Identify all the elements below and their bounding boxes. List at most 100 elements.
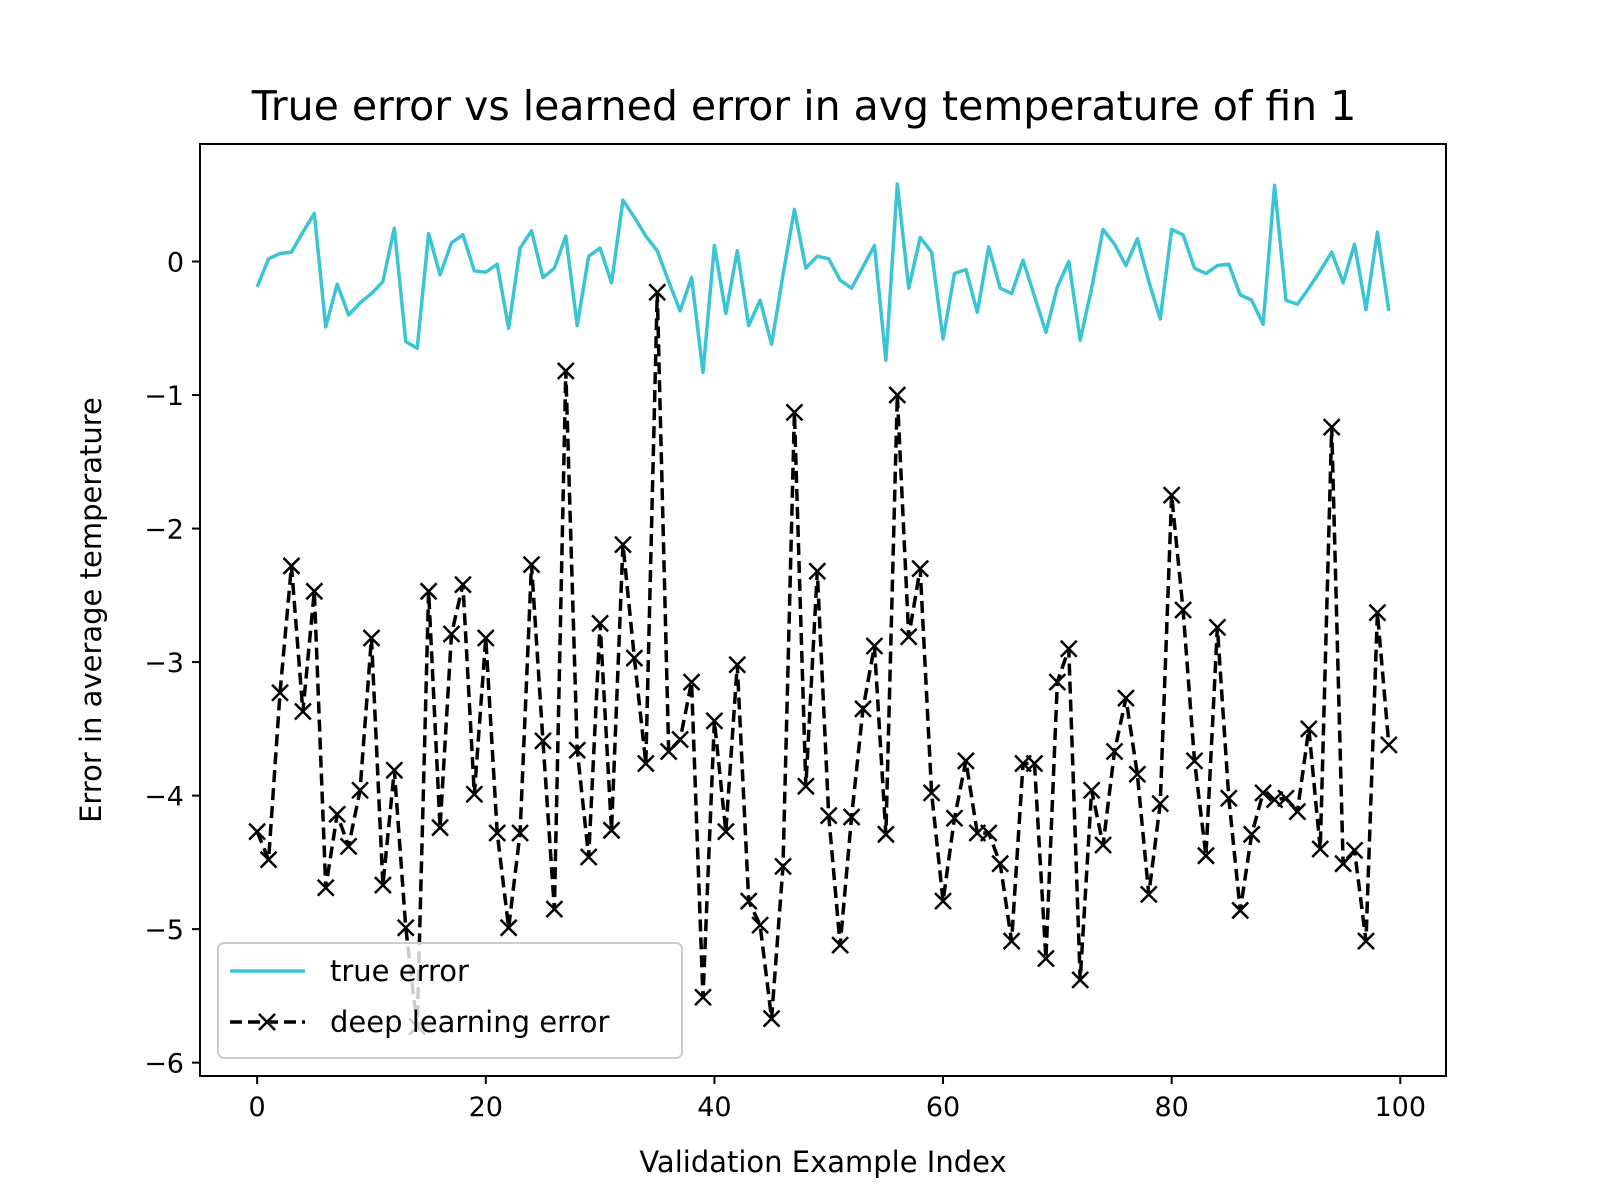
data-point-deep-learning-error [979,824,998,842]
data-point-deep-learning-error [899,627,918,646]
data-point-deep-learning-error [1025,754,1044,773]
data-point-deep-learning-error [945,809,964,828]
y-axis: 0 −1 −2 −3 −4 −5 −6 [144,248,200,1080]
x-tick-label: 80 [1154,1092,1188,1123]
data-point-deep-learning-error [476,629,495,647]
data-point-deep-learning-error [1345,841,1364,860]
y-tick-label: −5 [144,915,184,946]
series-layer [248,182,1398,1036]
legend: true error deep learning error [217,942,683,1059]
y-tick-label: −6 [144,1049,184,1080]
data-point-deep-learning-error [808,562,827,581]
data-point-deep-learning-error [625,649,644,667]
data-point-deep-learning-error [248,822,267,841]
data-point-deep-learning-error [442,625,461,643]
x-tick-label: 0 [249,1092,266,1123]
legend-marker-deep-learning-error [258,1013,276,1031]
data-point-deep-learning-error [1082,781,1101,800]
data-point-deep-learning-error [1368,603,1387,622]
y-tick-label: −1 [144,381,184,412]
data-point-deep-learning-error [819,806,838,825]
data-point-deep-learning-error [1094,836,1112,854]
data-point-deep-learning-error [1277,789,1295,808]
data-point-deep-learning-error [1151,794,1170,813]
y-tick-label: −4 [144,782,184,813]
data-point-deep-learning-error [636,754,655,773]
data-point-deep-learning-error [991,854,1010,873]
data-point-deep-learning-error [282,557,301,575]
data-point-deep-learning-error [1208,618,1227,637]
plot-frame [199,143,1447,1077]
data-point-deep-learning-error [1185,751,1204,770]
data-point-deep-learning-error [488,824,507,842]
data-point-deep-learning-error [1139,885,1158,904]
data-point-deep-learning-error [511,824,529,842]
data-point-deep-learning-error [1219,789,1238,808]
y-tick-label: −3 [144,648,184,679]
data-point-deep-learning-error [499,918,518,937]
data-point-deep-learning-error [728,655,747,674]
data-point-deep-learning-error [1334,854,1353,873]
data-point-deep-learning-error [842,808,861,826]
data-point-deep-learning-error [922,784,941,802]
y-tick-label: 0 [167,248,184,279]
x-tick-label: 60 [926,1092,960,1123]
data-point-deep-learning-error [362,629,381,647]
data-point-deep-learning-error [339,837,358,856]
data-point-deep-learning-error [1174,601,1192,619]
data-point-deep-learning-error [1357,932,1375,951]
data-point-deep-learning-error [876,825,895,844]
legend-box [217,942,683,1059]
chart-title: True error vs learned error in avg tempe… [251,82,1357,130]
data-point-deep-learning-error [1379,735,1398,754]
data-point-deep-learning-error [293,702,312,721]
data-point-deep-learning-error [534,731,552,750]
data-point-deep-learning-error [1299,719,1318,738]
data-point-deep-learning-error [934,892,952,910]
x-axis-label: Validation Example Index [639,1145,1006,1179]
data-point-deep-learning-error [419,582,438,601]
legend-label-true-error: true error [330,954,469,988]
data-point-deep-learning-error [431,818,449,837]
series-line-deep-learning-error [255,290,1391,1029]
legend-label-deep-learning-error: deep learning error [330,1005,610,1039]
data-point-deep-learning-error [1322,418,1341,436]
data-point-deep-learning-error [682,673,701,691]
data-point-deep-learning-error [374,876,392,894]
data-point-deep-learning-error [831,936,850,955]
data-point-deep-learning-error [888,386,907,404]
data-point-deep-learning-error [854,699,872,718]
data-point-deep-learning-error [705,711,724,730]
series-line-true-error [255,182,1391,375]
data-point-deep-learning-error [751,916,770,935]
data-point-deep-learning-error [785,403,804,422]
data-point-deep-learning-error [1117,689,1135,708]
data-point-deep-learning-error [1162,486,1181,505]
x-tick-label: 100 [1375,1092,1427,1123]
data-point-deep-learning-error [545,900,564,918]
data-point-deep-learning-error [762,1009,781,1028]
x-tick-label: 20 [469,1092,503,1123]
data-point-deep-learning-error [1002,932,1021,951]
data-point-deep-learning-error [568,741,587,760]
data-point-deep-learning-error [774,857,792,876]
data-point-deep-learning-error [1311,840,1330,858]
data-point-deep-learning-error [911,559,930,578]
data-point-deep-learning-error [556,362,575,380]
data-point-deep-learning-error [694,988,712,1007]
data-point-deep-learning-error [396,918,415,937]
data-point-deep-learning-error [865,637,884,655]
data-point-deep-learning-error [1059,639,1078,658]
data-point-deep-learning-error [454,575,472,594]
data-point-deep-learning-error [1197,846,1215,865]
data-point-deep-learning-error [1071,970,1090,989]
data-point-deep-learning-error [796,777,815,796]
data-point-deep-learning-error [351,781,369,800]
data-point-deep-learning-error [259,850,278,869]
data-point-deep-learning-error [1254,784,1272,802]
data-point-deep-learning-error [1242,825,1261,844]
data-point-deep-learning-error [1288,802,1307,821]
data-point-deep-learning-error [328,805,347,824]
x-axis: 0 20 40 60 80 100 [249,1076,1426,1123]
